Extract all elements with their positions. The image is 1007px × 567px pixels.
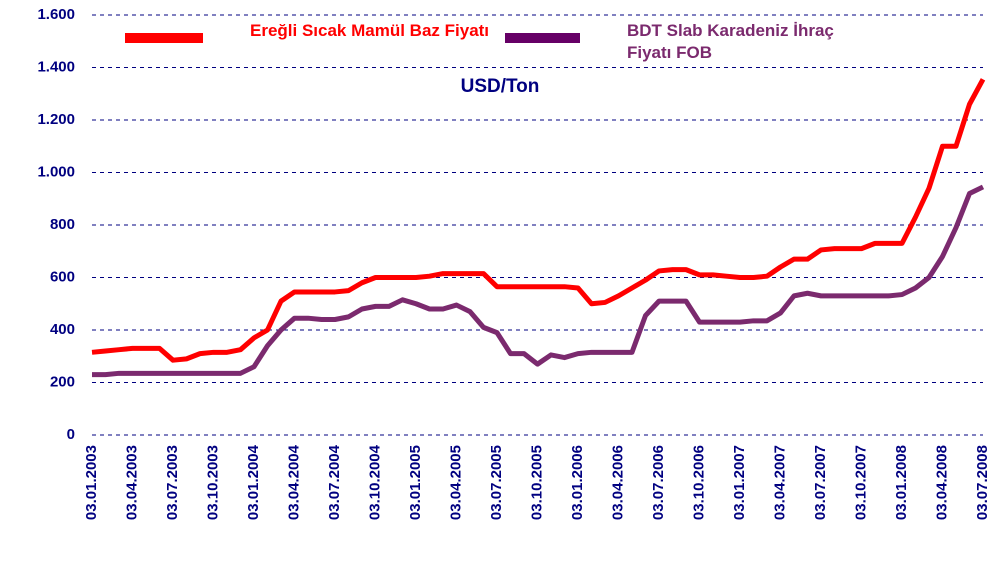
x-tick-label: 03.01.2007 (731, 445, 748, 520)
x-tick-label: 03.04.2008 (933, 445, 950, 520)
x-tick-label: 03.07.2007 (812, 445, 829, 520)
x-tick-label: 03.01.2006 (569, 445, 586, 520)
x-tick-label: 03.04.2004 (285, 444, 302, 520)
x-tick-label: 03.10.2005 (528, 445, 545, 520)
y-tick-label: 1.000 (37, 163, 75, 180)
x-tick-label: 03.10.2007 (852, 445, 869, 520)
y-tick-label: 800 (50, 216, 75, 233)
x-tick-label: 03.01.2004 (245, 444, 262, 520)
x-tick-label: 03.01.2008 (893, 445, 910, 520)
x-tick-label: 03.10.2004 (366, 444, 383, 520)
legend-swatch (505, 33, 580, 43)
x-tick-label: 03.04.2006 (609, 445, 626, 520)
series-line (92, 184, 985, 378)
series-line (91, 78, 986, 363)
y-tick-label: 200 (50, 373, 75, 390)
legend-label: Ereğli Sıcak Mamül Baz Fiyatı (250, 21, 490, 40)
x-tick-label: 03.07.2004 (326, 444, 343, 520)
x-tick-label: 03.01.2005 (407, 445, 424, 520)
x-tick-label: 03.07.2006 (650, 445, 667, 520)
y-tick-label: 0 (67, 426, 75, 443)
x-tick-label: 03.07.2008 (974, 445, 991, 520)
chart-subtitle: USD/Ton (461, 76, 540, 97)
x-tick-label: 03.07.2003 (164, 445, 181, 520)
y-tick-label: 400 (50, 321, 75, 338)
x-tick-label: 03.04.2003 (123, 445, 140, 520)
x-tick-label: 03.04.2007 (771, 445, 788, 520)
x-tick-label: 03.10.2003 (204, 445, 221, 520)
y-tick-label: 1.600 (37, 6, 75, 23)
legend-swatch (125, 33, 203, 43)
y-tick-label: 1.400 (37, 58, 75, 75)
y-tick-label: 1.200 (37, 111, 75, 128)
legend-label: BDT Slab Karadeniz İhraç Fiyatı FOB (627, 21, 834, 62)
x-tick-label: 03.01.2003 (83, 445, 100, 520)
x-tick-label: 03.10.2006 (690, 445, 707, 520)
x-tick-label: 03.07.2005 (488, 445, 505, 520)
y-tick-label: 600 (50, 268, 75, 285)
x-tick-label: 03.04.2005 (447, 445, 464, 520)
